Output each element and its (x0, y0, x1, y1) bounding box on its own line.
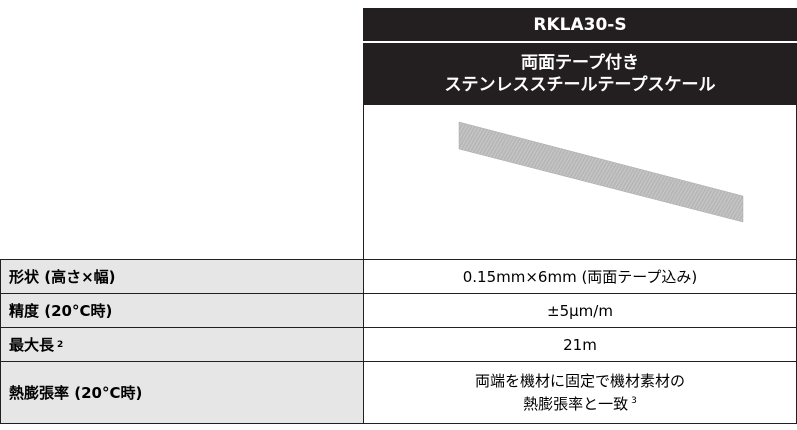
value-line: 21m (563, 335, 597, 354)
label-text: 熱膨張率 (20°C時) (9, 384, 143, 402)
value-line: 熱膨張率と一致 (523, 395, 629, 413)
row-label: 熱膨張率 (20°C時) (0, 361, 364, 424)
footnote-mark: 3 (631, 396, 637, 406)
tape-illustration (458, 121, 744, 223)
row-label: 形状 (高さ×幅) (0, 259, 364, 294)
row-value: ±5µm/m (363, 293, 797, 328)
footnote-mark: 2 (57, 339, 64, 350)
product-image (458, 121, 744, 223)
row-label: 精度 (20°C時) (0, 293, 364, 328)
label-text: 最大長 (9, 336, 55, 354)
label-text: 形状 (高さ×幅) (9, 268, 116, 286)
value-line: 両端を機材に固定で機材素材の (474, 372, 685, 390)
value-line: ±5µm/m (547, 301, 613, 320)
description-line: 両面テープ付き (521, 53, 639, 73)
row-label: 最大長 2 (0, 327, 364, 362)
label-text: 精度 (20°C時) (9, 302, 113, 320)
product-header: RKLA30-S (363, 8, 797, 41)
description-line: ステンレススチールテープスケール (444, 75, 716, 95)
image-cell (363, 105, 797, 259)
row-value: 0.15mm×6mm (両面テープ込み) (363, 259, 797, 294)
row-value: 両端を機材に固定で機材素材の 熱膨張率と一致 3 (363, 361, 797, 424)
description-header: 両面テープ付き ステンレススチールテープスケール (363, 43, 797, 105)
product-name: RKLA30-S (533, 14, 627, 35)
value-line-wrap: 熱膨張率と一致 3 (523, 391, 637, 414)
row-value: 21m (363, 327, 797, 362)
value-line: 0.15mm×6mm (両面テープ込み) (462, 267, 698, 286)
